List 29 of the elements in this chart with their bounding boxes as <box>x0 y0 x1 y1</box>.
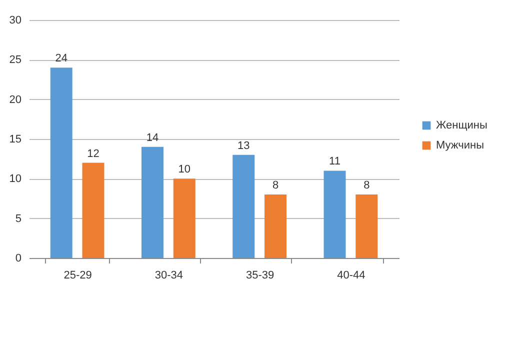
legend-label: Мужчины <box>436 140 484 152</box>
y-tick-label: 5 <box>15 212 22 225</box>
bar <box>324 170 346 258</box>
bar <box>50 68 72 258</box>
bar <box>232 154 255 258</box>
legend-label: Женщины <box>436 120 488 132</box>
y-tick-label: 20 <box>9 94 22 106</box>
bar <box>82 162 104 258</box>
data-label: 11 <box>329 156 340 168</box>
bar <box>173 178 196 258</box>
x-tick-label: 35-39 <box>246 270 274 282</box>
bar <box>264 194 287 258</box>
x-tick-label: 25-29 <box>64 270 92 282</box>
y-tick-label: 10 <box>9 173 22 186</box>
bar <box>356 194 378 258</box>
data-label: 10 <box>178 164 191 176</box>
data-label: 24 <box>55 52 68 65</box>
data-label: 12 <box>87 148 100 160</box>
y-tick-label: 0 <box>15 252 22 264</box>
y-tick-label: 15 <box>9 134 22 146</box>
y-tick-label: 25 <box>9 54 22 66</box>
data-label: 8 <box>364 180 370 192</box>
x-tick-label: 40-44 <box>337 270 366 282</box>
bar <box>141 146 164 258</box>
data-label: 8 <box>272 180 279 192</box>
y-tick-label: 30 <box>9 14 22 26</box>
data-label: 13 <box>237 140 250 152</box>
x-tick-label: 30-34 <box>154 270 184 282</box>
data-label: 14 <box>146 132 159 144</box>
